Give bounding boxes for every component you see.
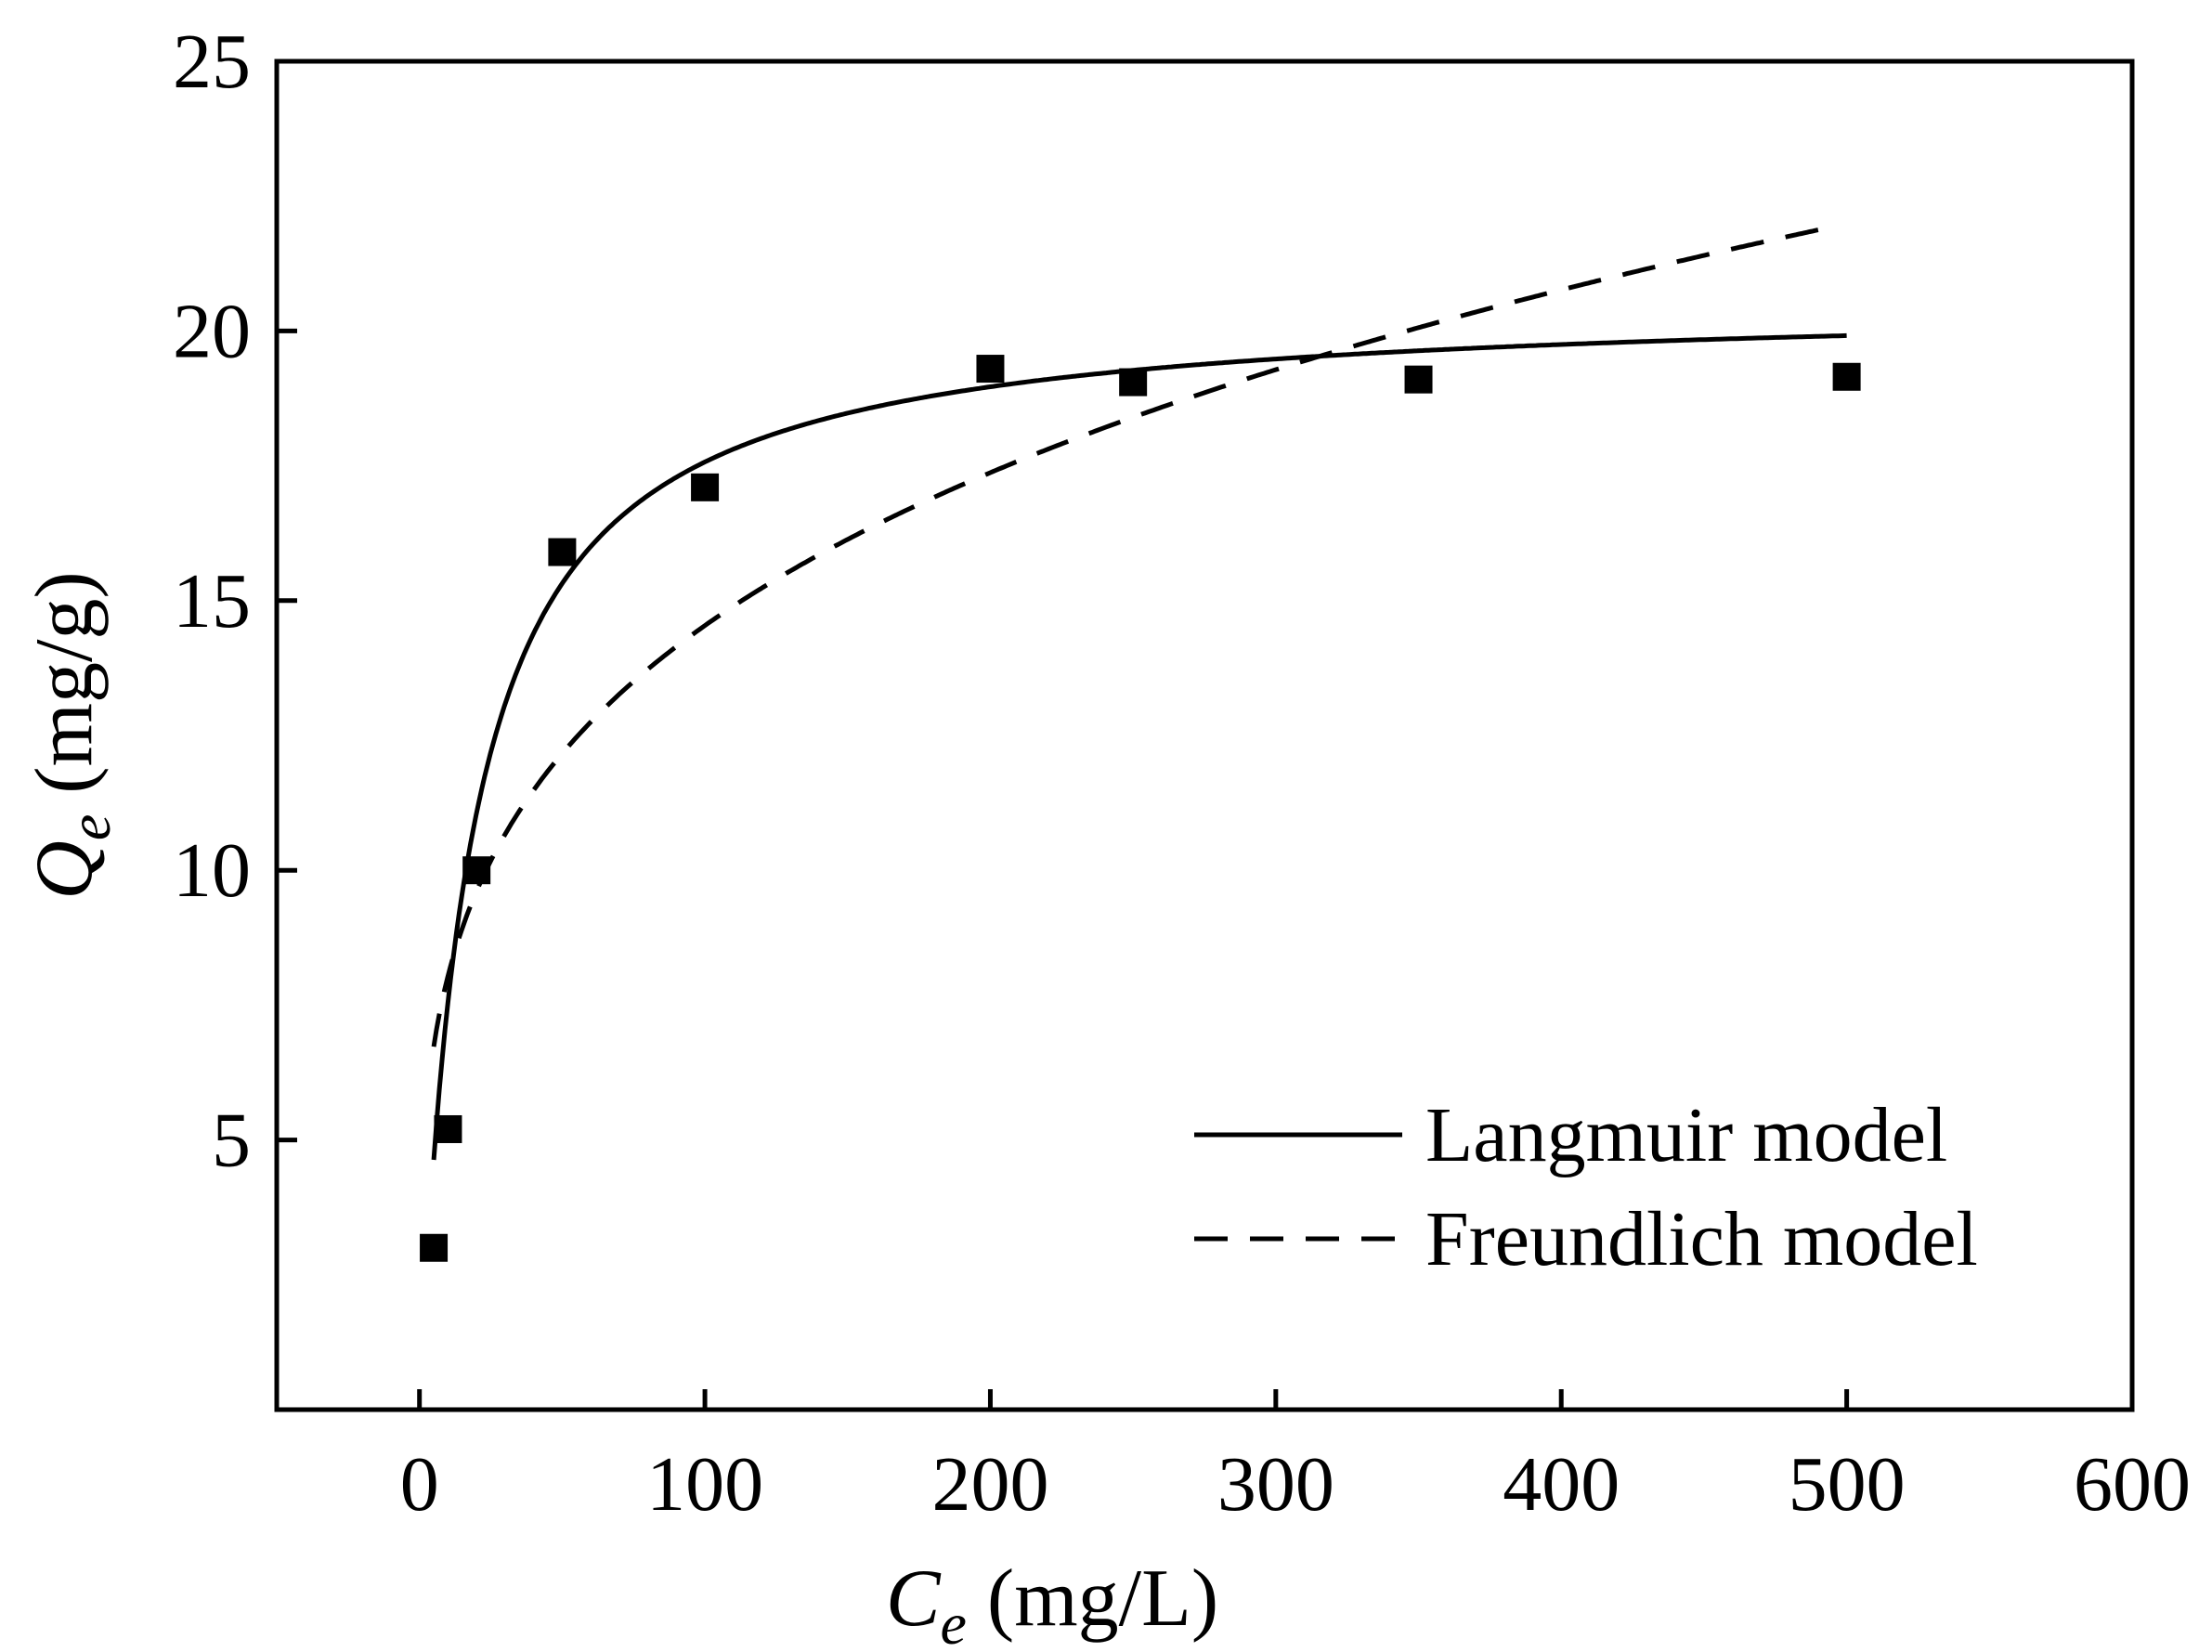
y-axis-unit: (mg/g) bbox=[20, 571, 110, 814]
data-point bbox=[1832, 362, 1861, 391]
y-axis-symbol: Q bbox=[20, 840, 110, 900]
data-point bbox=[420, 1233, 449, 1262]
y-tick-label: 10 bbox=[173, 827, 251, 914]
x-axis-subscript: e bbox=[941, 1591, 967, 1652]
x-tick-label: 600 bbox=[2074, 1441, 2191, 1528]
y-tick-label: 25 bbox=[173, 19, 251, 105]
legend-label-freundlich: Freundlich model bbox=[1425, 1196, 1978, 1282]
x-axis-symbol: C bbox=[886, 1554, 942, 1644]
x-tick-label: 500 bbox=[1789, 1441, 1906, 1528]
data-point bbox=[1119, 368, 1148, 397]
x-tick-label: 100 bbox=[646, 1441, 763, 1528]
x-tick-label: 200 bbox=[931, 1441, 1048, 1528]
data-point bbox=[691, 473, 720, 501]
x-tick-label: 400 bbox=[1503, 1441, 1620, 1528]
y-axis-title: Qe (mg/g) bbox=[20, 571, 123, 899]
y-tick-label: 15 bbox=[173, 558, 251, 644]
y-axis-ticks: 5 10 15 20 25 bbox=[173, 19, 297, 1184]
legend-label-langmuir: Langmuir model bbox=[1425, 1092, 1947, 1178]
data-point bbox=[434, 1114, 462, 1143]
y-tick-label: 20 bbox=[173, 288, 251, 374]
x-tick-label: 0 bbox=[400, 1441, 439, 1528]
x-axis-title: Ce (mg/L) bbox=[886, 1554, 1218, 1652]
y-tick-label: 5 bbox=[212, 1098, 251, 1184]
y-axis-subscript: e bbox=[57, 814, 123, 840]
freundlich-curve bbox=[431, 228, 1819, 1047]
data-point bbox=[548, 538, 577, 566]
plot-frame bbox=[274, 59, 2135, 1412]
data-points bbox=[420, 355, 1861, 1262]
x-tick-label: 300 bbox=[1217, 1441, 1334, 1528]
data-point bbox=[976, 355, 1005, 384]
data-point bbox=[1404, 365, 1433, 394]
langmuir-curve bbox=[431, 332, 1847, 1161]
data-point bbox=[462, 856, 491, 885]
x-axis-unit: (mg/L) bbox=[967, 1554, 1218, 1644]
legend: Langmuir model Freundlich model bbox=[1194, 1092, 1978, 1282]
x-axis-ticks: 0 100 200 300 400 500 600 bbox=[400, 1389, 2191, 1528]
